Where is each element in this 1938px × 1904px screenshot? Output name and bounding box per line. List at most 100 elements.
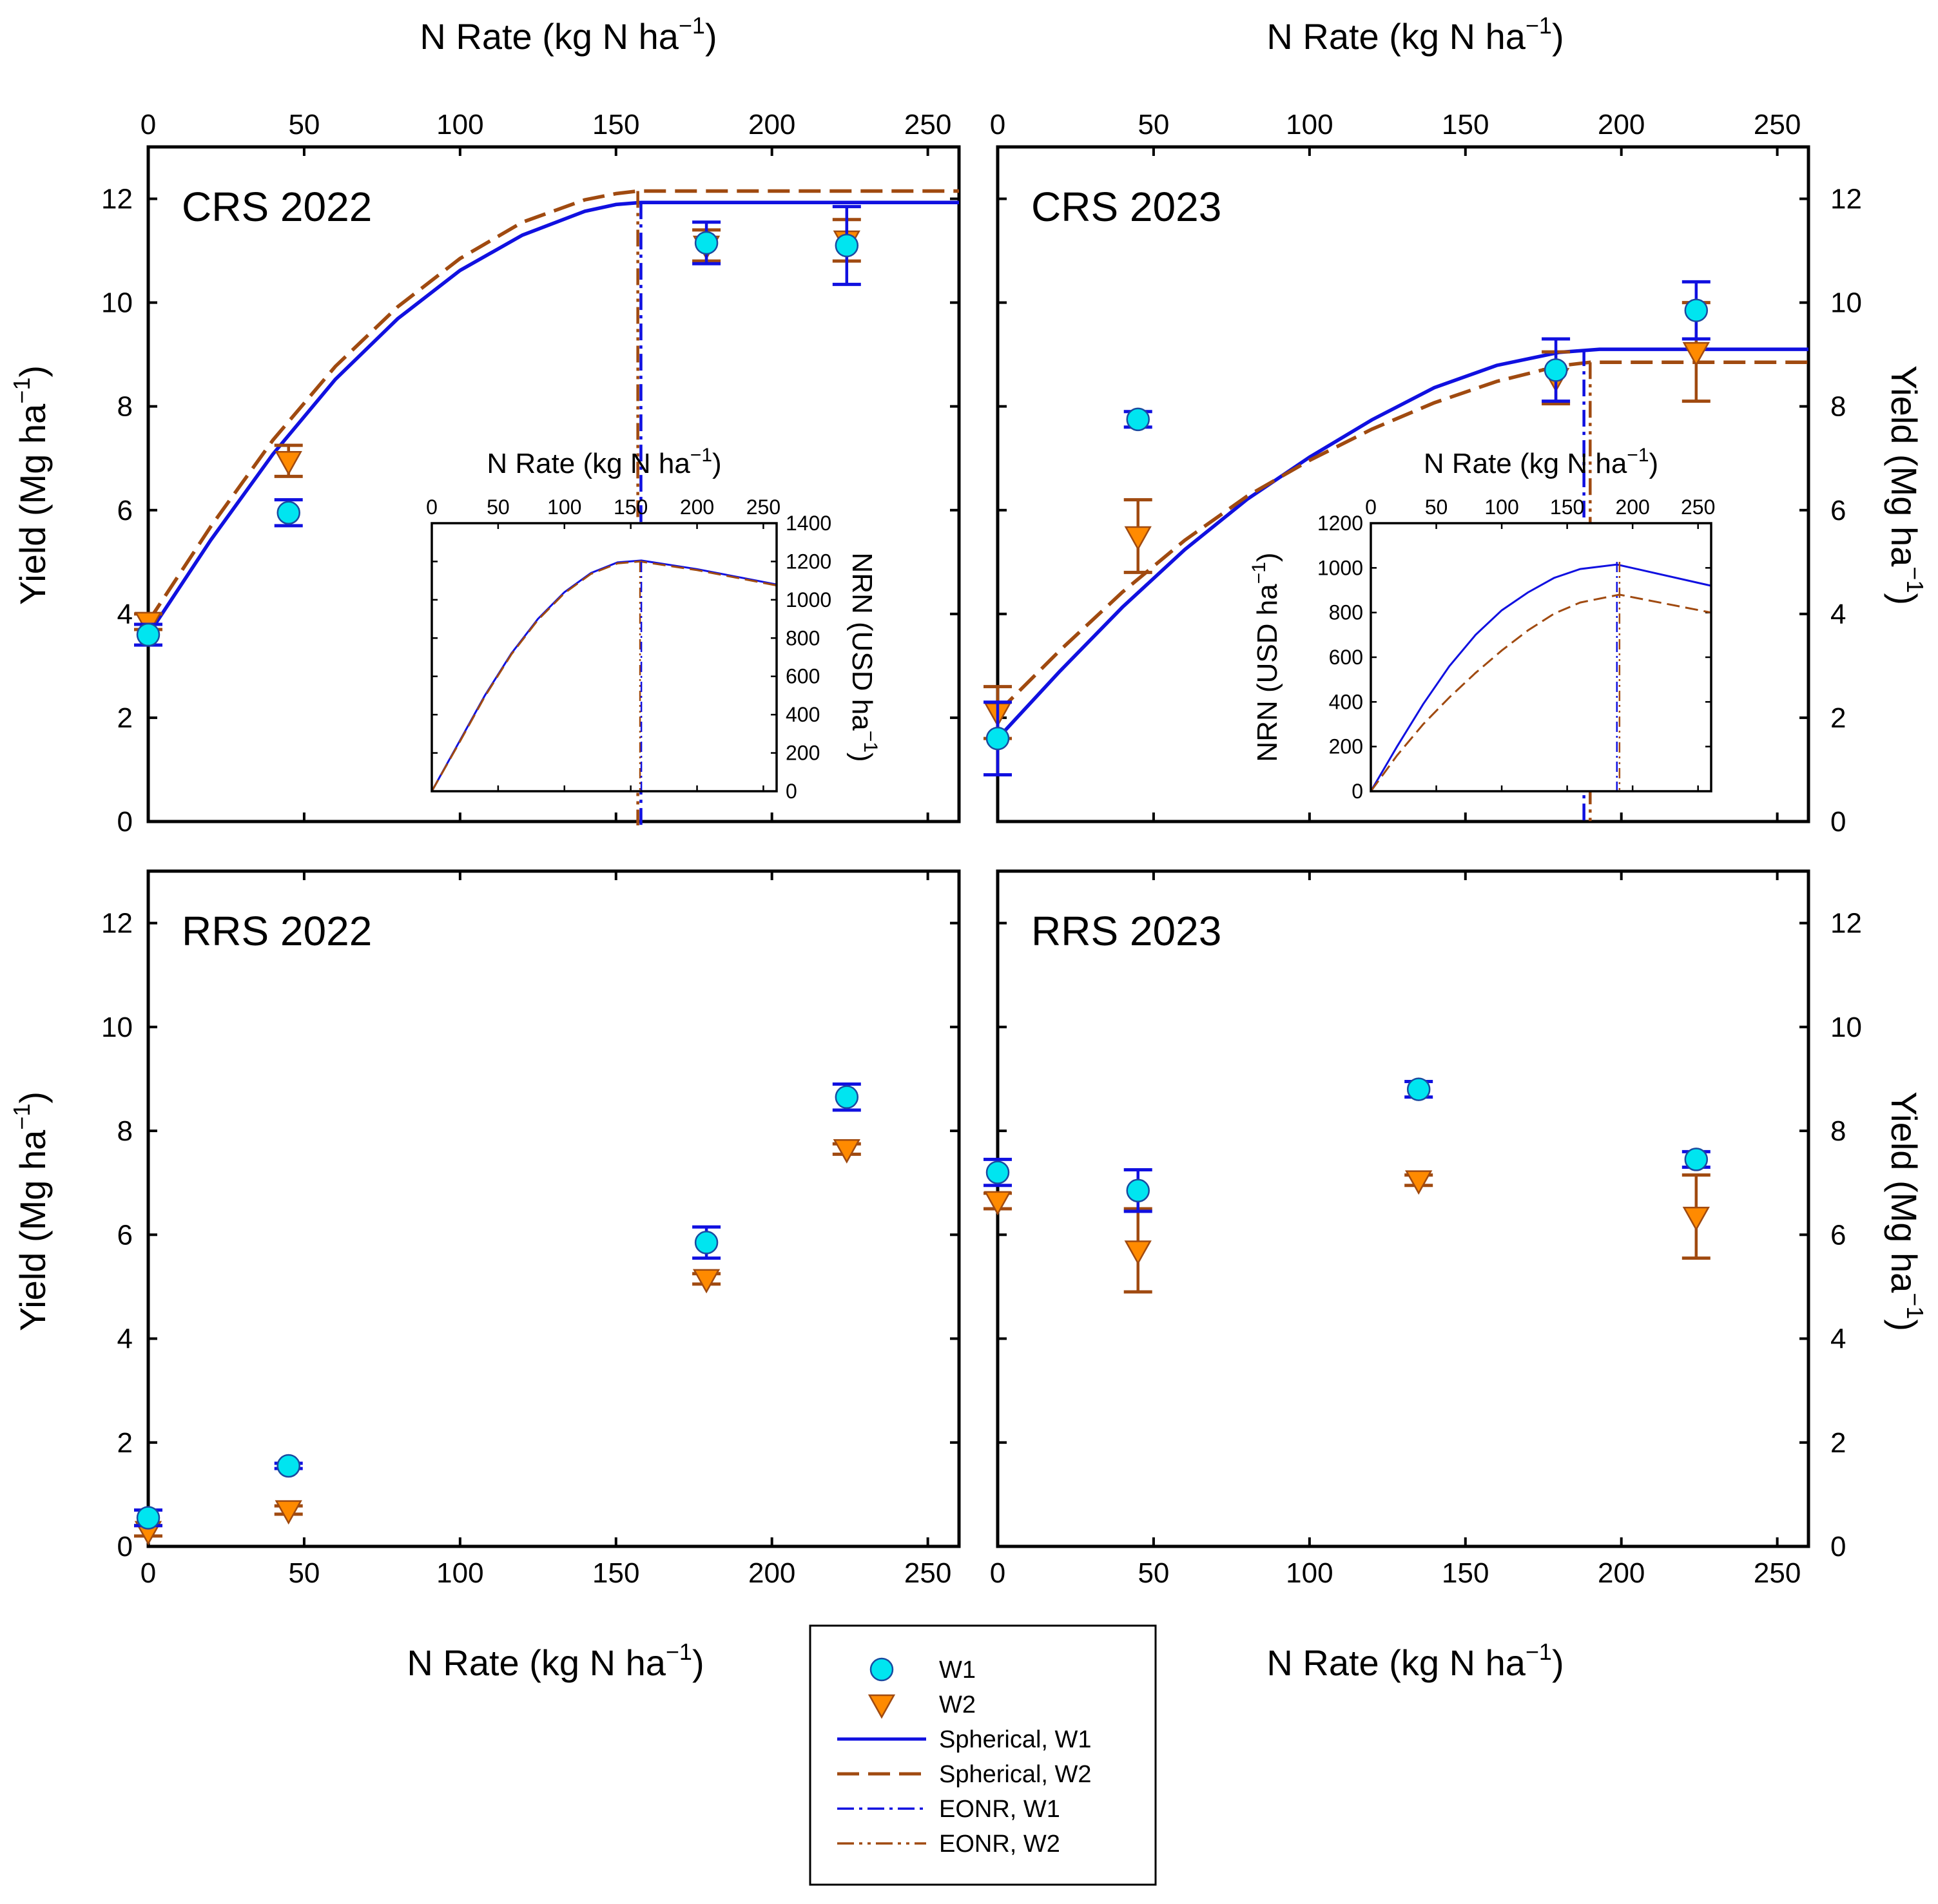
- w2-point: [275, 451, 302, 476]
- inset-curves: [432, 559, 777, 791]
- x-tick-label: 200: [1598, 109, 1645, 140]
- inset-x-tick-label: 100: [547, 495, 581, 519]
- w1-point: [694, 1231, 719, 1255]
- inset-y-tick-label: 600: [1329, 646, 1363, 669]
- y-tick-label: 12: [101, 184, 133, 215]
- inset-x-tick-label: 200: [1615, 495, 1649, 519]
- legend-item: Spherical, W2: [837, 1761, 1092, 1788]
- y-axis-ticks: 0 2 4 6 8 10 12: [998, 184, 1862, 838]
- y-tick-label: 6: [117, 1219, 133, 1251]
- inset-x-tick-label: 50: [487, 495, 510, 519]
- inset-nrn-chart: 0 50 100 150 200 250 0 200 400 600 800 1000 1200 1400…: [426, 445, 881, 803]
- top-left-x-axis-title: N Rate (kg N ha−1): [420, 12, 717, 57]
- w1-point: [1126, 1178, 1150, 1203]
- y-tick-label: 12: [101, 908, 133, 939]
- w1-point: [985, 726, 1010, 751]
- w2-point: [1682, 341, 1710, 367]
- y-tick-label: 8: [117, 391, 133, 423]
- w1-point: [835, 1085, 859, 1109]
- inset-frame: [1370, 522, 1712, 793]
- w1-point: [1406, 1077, 1431, 1101]
- inset-y-tick-label: 200: [786, 742, 820, 765]
- w1-point: [694, 231, 719, 255]
- x-tick-label: 0: [990, 109, 1005, 140]
- legend: W1 W2 Spherical, W1 Spherical, W2 EONR, W1 EO…: [809, 1624, 1157, 1886]
- data-points: [984, 1077, 1710, 1294]
- inset-x-tick-label: 0: [1365, 495, 1377, 519]
- x-tick-label: 100: [1286, 109, 1333, 140]
- w2-point: [1124, 526, 1152, 551]
- legend-label: EONR, W2: [939, 1831, 1060, 1858]
- x-tick-label: 250: [1754, 1557, 1801, 1589]
- inset-nrn-chart: 0 50 100 150 200 250 0 200 400 600 800 1000 1200 N Ra…: [1248, 445, 1715, 803]
- x-tick-label: 200: [748, 109, 795, 140]
- w2-point: [692, 1269, 721, 1294]
- inset-x-tick-label: 50: [1425, 495, 1448, 519]
- y-tick-label: 2: [1830, 702, 1846, 734]
- panel-title: CRS 2023: [1031, 184, 1221, 230]
- inset-w1-curve: [1371, 563, 1711, 791]
- w2-point: [275, 1500, 302, 1525]
- spherical-w2-curve: [148, 189, 959, 623]
- w2-point: [984, 1191, 1012, 1216]
- w2-point: [1682, 1206, 1710, 1231]
- w1-point: [1126, 407, 1150, 432]
- legend-label: W2: [939, 1691, 976, 1718]
- w1-point: [1544, 358, 1568, 382]
- y-axis-ticks: 0 2 4 6 8 10 12: [998, 908, 1862, 1563]
- x-tick-label: 100: [436, 109, 483, 140]
- x-tick-label: 50: [288, 1557, 320, 1589]
- spherical-w1-curve: [148, 200, 959, 636]
- legend-item: W2: [867, 1691, 976, 1719]
- x-tick-label: 50: [1138, 109, 1169, 140]
- inset-x-tick-label: 250: [746, 495, 780, 519]
- inset-y-tick-label: 0: [1352, 780, 1363, 803]
- x-tick-label: 50: [1138, 1557, 1169, 1589]
- bottom-left-x-axis-title: N Rate (kg N ha−1): [407, 1639, 704, 1683]
- y-tick-label: 4: [117, 599, 133, 630]
- legend-w1-marker: [869, 1657, 894, 1682]
- panel-crs-2023: 0 50 100 150 200 250 0 2 4 6 8 10 12 CRS 2023 0 50 100 15…: [984, 109, 1862, 838]
- y-tick-label: 10: [101, 1012, 133, 1043]
- inset-x-tick-label: 0: [426, 495, 438, 519]
- w2-point: [1124, 1240, 1152, 1265]
- inset-y-tick-label: 1200: [786, 550, 831, 573]
- inset-y-tick-label: 800: [786, 626, 820, 649]
- inset-y-tick-label: 400: [1329, 690, 1363, 713]
- bottom-left-y-axis-title: Yield (Mg ha−1): [8, 1091, 53, 1331]
- top-right-x-axis-title: N Rate (kg N ha−1): [1266, 12, 1564, 57]
- y-tick-label: 4: [1830, 599, 1846, 630]
- inset-frame: [431, 522, 778, 793]
- y-tick-label: 0: [117, 806, 133, 838]
- inset-y-tick-label: 0: [786, 780, 797, 803]
- plot-frame: [996, 145, 1810, 823]
- bottom-right-x-axis-title: N Rate (kg N ha−1): [1266, 1639, 1564, 1683]
- inset-y-tick-label: 400: [786, 703, 820, 726]
- w1-point: [835, 233, 859, 258]
- model-curves: [148, 189, 959, 636]
- top-left-y-axis-title: Yield (Mg ha−1): [8, 365, 53, 605]
- inset-x-tick-label: 100: [1484, 495, 1518, 519]
- w1-point: [136, 1506, 160, 1530]
- panel-rrs-2022: 0 50 100 150 200 250 0 2 4 6 8 10 12 RRS 2022: [101, 869, 961, 1589]
- y-tick-label: 6: [117, 495, 133, 526]
- y-tick-label: 12: [1830, 908, 1862, 939]
- inset-curves: [1371, 562, 1711, 791]
- legend-label: W1: [939, 1657, 976, 1684]
- inset-x-axis-title: N Rate (kg N ha−1): [487, 445, 721, 479]
- y-tick-label: 10: [1830, 1012, 1862, 1043]
- x-tick-label: 50: [288, 109, 320, 140]
- inset-y-tick-label: 1200: [1317, 512, 1363, 535]
- w2-point: [1405, 1170, 1433, 1195]
- inset-y-axis-title: NRN (USD ha−1): [846, 552, 881, 762]
- inset-y-tick-label: 1000: [1317, 556, 1363, 579]
- panel-title: RRS 2022: [182, 908, 372, 954]
- y-tick-label: 8: [1830, 1115, 1846, 1147]
- y-tick-label: 8: [117, 1115, 133, 1147]
- y-tick-label: 6: [1830, 495, 1846, 526]
- inset-x-tick-label: 150: [1550, 495, 1584, 519]
- x-tick-label: 0: [141, 109, 156, 140]
- legend-label: Spherical, W2: [939, 1761, 1092, 1788]
